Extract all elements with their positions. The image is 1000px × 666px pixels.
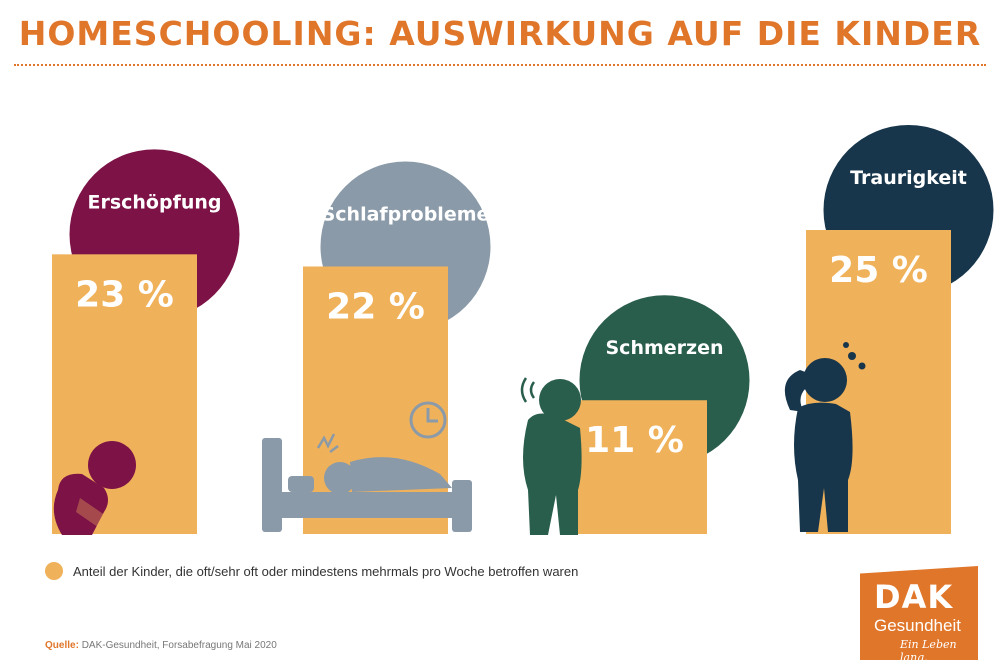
dak-logo: DAK Gesundheit Ein Leben lang. (860, 566, 978, 660)
category-label: Traurigkeit (850, 167, 967, 189)
value-label: 22 % (326, 286, 425, 327)
page-title: HOMESCHOOLING: AUSWIRKUNG AUF DIE KINDER (18, 14, 982, 53)
value-label: 11 % (585, 420, 684, 461)
value-label: 23 % (75, 274, 174, 315)
bar-chart: Erschöpfung Schlafprobleme Schmerzen Trauri… (52, 125, 994, 535)
bed-sleeper-icon (262, 433, 472, 532)
value-label: 25 % (829, 250, 928, 291)
sad-figure-icon (784, 342, 866, 532)
bar-2 (562, 400, 707, 534)
crouching-child-icon (53, 441, 136, 535)
source-note: Quelle: DAK-Gesundheit, Forsabefragung M… (45, 640, 277, 651)
logo-subtitle: Gesundheit (874, 616, 961, 635)
clock-icon (409, 401, 447, 439)
category-label: Erschöpfung (87, 191, 221, 213)
legend: Anteil der Kinder, die oft/sehr oft oder… (45, 562, 578, 580)
source-label: Quelle: (45, 640, 79, 651)
legend-text: Anteil der Kinder, die oft/sehr oft oder… (73, 563, 579, 579)
logo-wordmark: DAK (874, 578, 954, 616)
category-label: Schlafprobleme (322, 203, 490, 225)
logo-slogan: Ein Leben lang. (900, 638, 957, 664)
source-text: DAK-Gesundheit, Forsabefragung Mai 2020 (81, 640, 277, 651)
pain-figure-icon (520, 377, 582, 535)
title-divider (14, 64, 986, 66)
category-label: Schmerzen (606, 337, 724, 359)
legend-swatch (45, 562, 63, 580)
